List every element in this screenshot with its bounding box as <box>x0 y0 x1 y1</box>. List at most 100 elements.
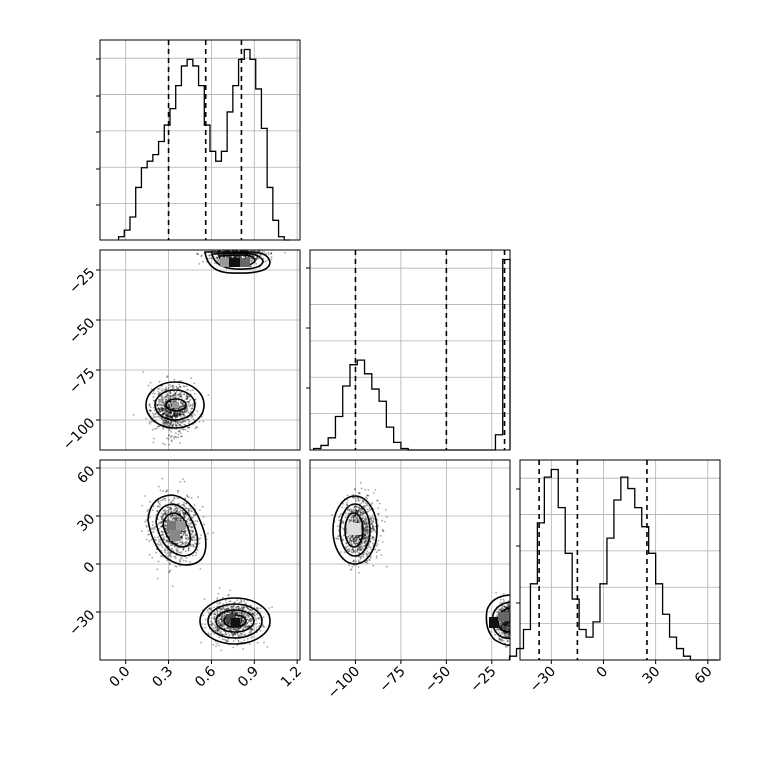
sample-point <box>180 413 182 416</box>
sample-point <box>173 411 175 414</box>
sample-point <box>224 639 227 642</box>
sample-point <box>171 585 174 588</box>
sample-point <box>162 401 165 404</box>
sample-point <box>240 633 243 635</box>
sample-point <box>363 537 366 540</box>
sample-point <box>490 631 492 633</box>
sample-point <box>165 512 168 515</box>
sample-point <box>140 530 143 533</box>
sample-point <box>190 521 193 524</box>
sample-point <box>184 531 187 533</box>
sample-point <box>338 516 340 518</box>
sample-point <box>166 509 168 512</box>
sample-point <box>162 516 164 518</box>
sample-point <box>258 625 260 627</box>
sample-point <box>168 405 171 408</box>
sample-point <box>363 512 366 514</box>
sample-point <box>257 607 260 610</box>
sample-point <box>186 507 188 510</box>
sample-point <box>182 428 185 431</box>
sample-point <box>182 512 185 515</box>
sample-point <box>382 530 384 532</box>
sample-point <box>189 403 192 406</box>
sample-point <box>175 517 177 520</box>
sample-point <box>372 525 375 528</box>
sample-point <box>164 527 167 530</box>
sample-point <box>246 622 248 625</box>
sample-point <box>178 502 180 505</box>
sample-point <box>185 537 188 540</box>
sample-point <box>259 629 262 632</box>
sample-point <box>251 612 254 614</box>
sample-point <box>183 385 186 388</box>
sample-point <box>147 384 150 387</box>
sample-point <box>183 514 186 517</box>
sample-point <box>164 415 167 418</box>
sample-point <box>160 530 163 533</box>
sample-point <box>188 522 191 525</box>
sample-point <box>234 601 236 603</box>
sample-point <box>210 617 213 619</box>
sample-point <box>161 520 164 523</box>
sample-point <box>166 410 169 413</box>
sample-point <box>166 506 169 509</box>
sample-point <box>170 515 173 518</box>
sample-point <box>167 506 169 508</box>
sample-point <box>183 480 186 483</box>
sample-point <box>181 536 183 539</box>
sample-point <box>365 496 367 499</box>
sample-point <box>162 407 165 410</box>
sample-point <box>182 559 185 562</box>
sample-point <box>149 381 152 384</box>
density-cell <box>240 258 250 267</box>
sample-point <box>236 612 239 615</box>
sample-point <box>160 406 163 409</box>
sample-point <box>175 425 178 428</box>
cluster-a-contours <box>147 494 207 566</box>
sample-point <box>182 503 185 506</box>
sample-point <box>170 440 173 443</box>
sample-point <box>168 398 171 400</box>
sample-point <box>164 400 167 403</box>
sample-point <box>164 510 167 513</box>
sample-point <box>250 637 253 639</box>
sample-point <box>164 412 167 414</box>
sample-point <box>175 407 178 410</box>
sample-point <box>217 621 220 624</box>
sample-point <box>175 423 177 426</box>
sample-point <box>166 421 169 424</box>
sample-point <box>172 408 174 411</box>
sample-point <box>168 405 170 408</box>
sample-point <box>344 516 347 519</box>
sample-point <box>132 414 135 416</box>
sample-point <box>179 481 182 483</box>
sample-point <box>375 555 378 557</box>
sample-point <box>170 511 173 513</box>
sample-point <box>167 420 170 423</box>
sample-point <box>156 403 159 406</box>
sample-point <box>375 557 378 559</box>
sample-point <box>207 394 210 396</box>
sample-point <box>161 418 164 421</box>
sample-point <box>165 412 168 414</box>
axes-frame <box>309 459 511 661</box>
sample-point <box>156 510 159 512</box>
sample-point <box>236 599 239 601</box>
sample-point <box>199 568 202 570</box>
sample-point <box>365 523 368 525</box>
sample-point <box>186 407 189 410</box>
sample-point <box>176 422 179 424</box>
sample-point <box>216 256 219 259</box>
sample-point <box>252 636 254 638</box>
sample-point <box>175 400 178 402</box>
sample-point <box>243 639 246 641</box>
sample-point <box>208 254 211 257</box>
sample-point <box>158 380 161 383</box>
sample-point <box>219 608 222 610</box>
sample-point <box>169 415 172 418</box>
y-tick-label: −75 <box>66 365 98 397</box>
sample-point <box>166 424 168 426</box>
sample-point <box>170 507 173 510</box>
sample-point <box>165 525 168 528</box>
sample-point <box>159 503 161 506</box>
